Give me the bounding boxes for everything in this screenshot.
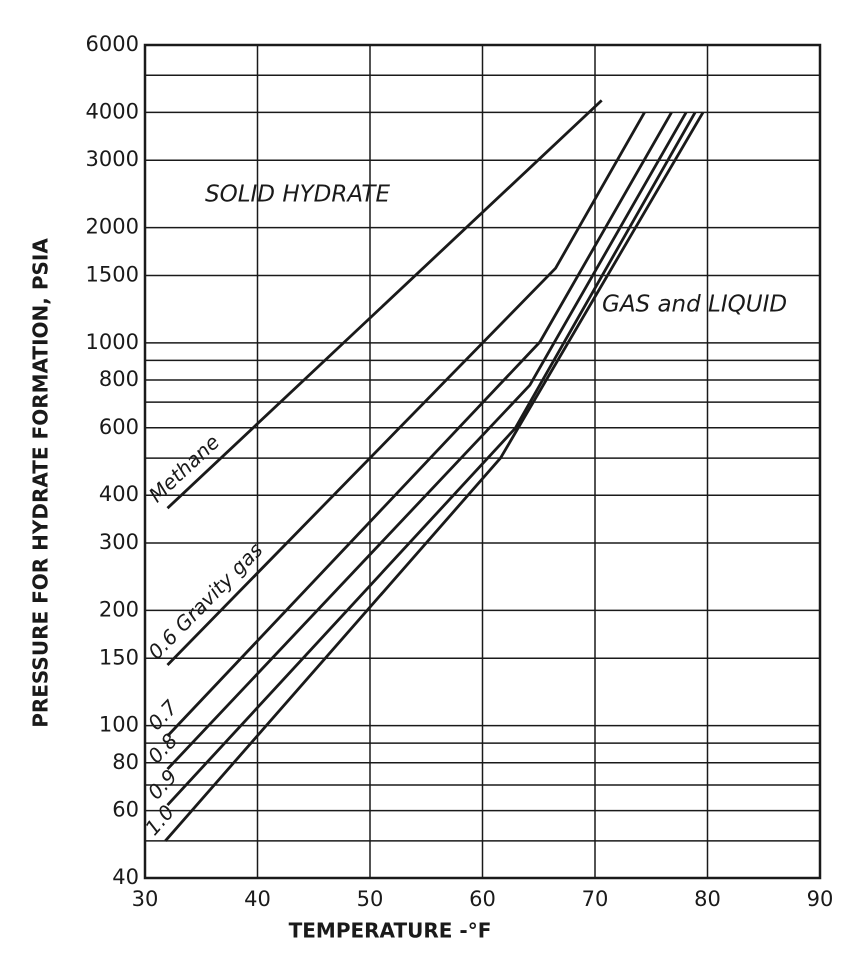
series-label: 0.6 Gravity gas [143,538,267,664]
series-line [166,99,603,510]
y-tick-label: 400 [99,482,139,506]
series-line [164,111,705,842]
x-tick-label: 30 [132,887,159,911]
x-tick-label: 90 [807,887,834,911]
y-tick-label: 150 [99,645,139,669]
series-label: 0.7 [143,695,182,735]
y-tick-label: 3000 [86,147,139,171]
plot-frame [143,43,822,880]
x-tick-label: 40 [244,887,271,911]
x-axis-label: TEMPERATURE -°F [289,919,492,943]
x-tick-label: 80 [694,887,721,911]
y-tick-label: 6000 [86,32,139,56]
series-line [166,111,697,807]
y-tick-label: 2000 [86,215,139,239]
y-tick-label: 200 [99,597,139,621]
series-line [166,111,688,771]
y-tick-label: 80 [112,750,139,774]
y-tick-label: 1500 [86,262,139,286]
annotation: SOLID HYDRATE [205,182,390,208]
annotation: GAS and LIQUID [602,292,787,318]
series-label: 0.9 [143,764,182,804]
y-tick-label: 800 [99,367,139,391]
y-tick-label: 60 [112,798,139,822]
x-tick-label: 70 [582,887,609,911]
y-tick-label: 4000 [86,99,139,123]
y-axis-label: PRESSURE FOR HYDRATE FORMATION, PSIA [29,238,53,728]
y-tick-label: 40 [112,865,139,889]
y-tick-label: 1000 [86,330,139,354]
series-line [166,111,673,737]
series-line [166,111,646,666]
x-tick-label: 60 [469,887,496,911]
y-tick-label: 600 [99,415,139,439]
y-tick-label: 300 [99,530,139,554]
y-tick-label: 100 [99,713,139,737]
x-tick-label: 50 [357,887,384,911]
